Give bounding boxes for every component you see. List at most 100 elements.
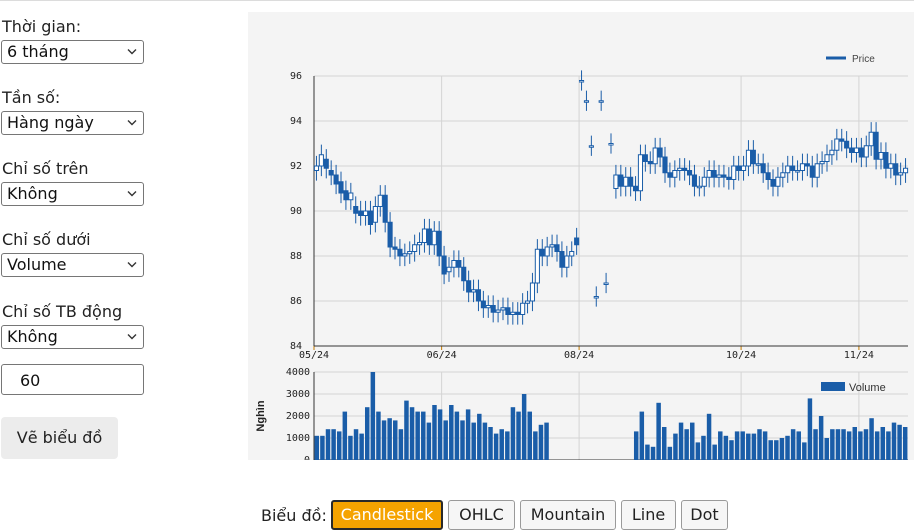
volume-bar xyxy=(488,427,493,460)
price-candle-body xyxy=(799,163,806,171)
volume-bar xyxy=(325,429,331,460)
volume-bar xyxy=(645,444,650,460)
price-candle-body xyxy=(637,154,644,192)
chevron-down-icon xyxy=(127,49,137,55)
volume-ytick-label: 2000 xyxy=(286,411,310,422)
price-candle-body xyxy=(485,305,491,309)
price-candle-body xyxy=(461,266,467,282)
price-candle-body xyxy=(529,282,536,302)
price-legend-label: Price xyxy=(852,54,875,65)
volume-bar xyxy=(718,431,723,460)
price-candle-body xyxy=(726,176,732,180)
price-candle-body xyxy=(358,210,364,216)
chart-panel xyxy=(248,12,914,460)
price-candle-body xyxy=(544,246,550,257)
volume-bar xyxy=(314,435,320,460)
period-select-value: 6 tháng xyxy=(7,42,69,61)
frequency-select[interactable]: Hàng ngày xyxy=(1,111,144,135)
volume-bar xyxy=(701,435,706,460)
period-label: Thời gian: xyxy=(2,17,82,36)
volume-bar xyxy=(404,400,409,460)
price-candle-body xyxy=(750,149,756,165)
volume-bar xyxy=(779,438,785,460)
volume-bar xyxy=(477,413,482,460)
volume-bar xyxy=(762,431,768,460)
price-candle-body xyxy=(848,147,855,153)
price-candle-body xyxy=(770,179,776,187)
chart-type-mountain-button[interactable]: Mountain xyxy=(520,500,616,530)
lower-indicator-label: Chỉ số dưới xyxy=(2,230,91,249)
price-candle-body xyxy=(682,167,688,171)
volume-bar xyxy=(785,435,790,460)
price-candle-body xyxy=(878,152,884,160)
volume-bar xyxy=(835,429,841,460)
chart-type-ohlc-button[interactable]: OHLC xyxy=(448,500,515,530)
price-candle-body xyxy=(618,174,624,187)
price-candle-body xyxy=(721,174,727,178)
price-candle-body xyxy=(338,181,344,194)
draw-chart-button[interactable]: Vẽ biểu đồ xyxy=(1,417,118,459)
price-ytick-label: 84 xyxy=(290,341,302,352)
price-candle-body xyxy=(421,228,428,243)
price-candle-body xyxy=(696,185,702,189)
volume-legend-label: Volume xyxy=(849,382,886,394)
chevron-down-icon xyxy=(127,262,137,268)
upper-indicator-select[interactable]: Không xyxy=(1,182,144,206)
moving-avg-select[interactable]: Không xyxy=(1,325,144,349)
ma-period-input[interactable]: 60 xyxy=(1,364,144,395)
price-candle-body xyxy=(392,246,398,250)
volume-bar xyxy=(678,422,684,460)
price-candle-body xyxy=(824,154,830,162)
volume-bar xyxy=(684,429,689,460)
price-candle-body xyxy=(731,165,737,180)
price-candle-body xyxy=(893,163,899,176)
price-candle-body xyxy=(853,147,860,153)
volume-bar xyxy=(673,433,678,460)
volume-legend-swatch xyxy=(821,382,845,391)
period-select[interactable]: 6 tháng xyxy=(1,40,144,64)
lower-indicator-select[interactable]: Volume xyxy=(1,253,144,277)
chevron-down-icon xyxy=(127,191,137,197)
volume-bar xyxy=(437,409,443,460)
volume-bar xyxy=(818,416,824,460)
volume-bar xyxy=(449,405,454,460)
price-candle-body xyxy=(672,170,678,178)
price-candle-body xyxy=(839,138,845,142)
price-candle-body xyxy=(466,280,472,293)
price-candle-body xyxy=(441,255,447,275)
price-xtick-label: 10/24 xyxy=(726,350,756,361)
volume-bar xyxy=(432,405,437,460)
frequency-select-value: Hàng ngày xyxy=(7,113,94,132)
price-candle-body xyxy=(898,172,904,176)
price-candle-body xyxy=(790,165,796,171)
volume-bar xyxy=(661,427,667,460)
price-candle-body xyxy=(323,158,329,169)
price-candle-body xyxy=(583,100,590,103)
volume-bar xyxy=(320,435,325,460)
volume-bar xyxy=(639,411,645,460)
price-candle-body xyxy=(652,147,658,165)
volume-bar xyxy=(538,424,544,460)
price-candle-body xyxy=(367,210,374,225)
volume-bar xyxy=(348,435,353,460)
price-volume-chart: 84 86 88 90 92 94 96 05/24 06/24 08/24 10/24 11/24 P… xyxy=(255,54,909,460)
volume-bar xyxy=(690,422,695,460)
price-candle-body xyxy=(760,163,766,174)
moving-avg-select-value: Không xyxy=(7,327,58,346)
volume-bar xyxy=(516,411,521,460)
volume-ytick-label: 0 xyxy=(304,455,310,460)
chart-type-dot-button[interactable]: Dot xyxy=(681,500,728,530)
price-ytick-label: 96 xyxy=(290,71,302,82)
price-candle-body xyxy=(446,266,452,273)
volume-bar xyxy=(533,431,538,460)
price-candle-body xyxy=(736,165,742,171)
volume-bar xyxy=(398,429,404,460)
volume-bar xyxy=(370,372,376,460)
price-candle-body xyxy=(372,206,378,223)
chart-type-line-button[interactable]: Line xyxy=(621,500,676,530)
volume-ylabel: Nghìn xyxy=(255,400,267,431)
volume-bar xyxy=(796,431,801,460)
price-candle-body xyxy=(642,154,648,162)
price-candle-body xyxy=(397,248,403,257)
chart-type-candlestick-button[interactable]: Candlestick xyxy=(331,500,443,530)
